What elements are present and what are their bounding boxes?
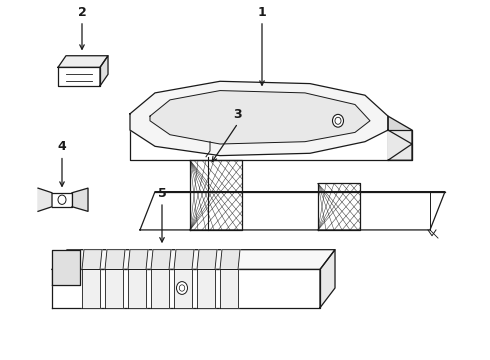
Polygon shape bbox=[151, 250, 171, 269]
Polygon shape bbox=[130, 81, 388, 156]
Polygon shape bbox=[72, 188, 88, 211]
Polygon shape bbox=[105, 269, 123, 308]
Polygon shape bbox=[52, 250, 335, 269]
Polygon shape bbox=[58, 56, 108, 67]
Polygon shape bbox=[52, 193, 72, 207]
Polygon shape bbox=[82, 250, 102, 269]
Polygon shape bbox=[388, 130, 412, 160]
Polygon shape bbox=[220, 269, 238, 308]
Polygon shape bbox=[150, 91, 370, 144]
Polygon shape bbox=[105, 250, 125, 269]
Polygon shape bbox=[130, 130, 388, 160]
Polygon shape bbox=[197, 250, 217, 269]
Text: 3: 3 bbox=[234, 108, 243, 121]
Polygon shape bbox=[38, 188, 52, 211]
Circle shape bbox=[333, 114, 343, 127]
Polygon shape bbox=[128, 269, 146, 308]
Polygon shape bbox=[220, 250, 240, 269]
Text: 1: 1 bbox=[258, 6, 267, 19]
Polygon shape bbox=[52, 269, 320, 308]
Text: 5: 5 bbox=[158, 187, 167, 200]
Polygon shape bbox=[52, 250, 80, 284]
Polygon shape bbox=[174, 269, 192, 308]
Polygon shape bbox=[128, 250, 148, 269]
Polygon shape bbox=[174, 250, 194, 269]
Polygon shape bbox=[151, 269, 169, 308]
Polygon shape bbox=[388, 144, 412, 160]
Circle shape bbox=[176, 282, 188, 294]
Polygon shape bbox=[320, 250, 335, 308]
Polygon shape bbox=[197, 269, 215, 308]
Text: 2: 2 bbox=[77, 6, 86, 19]
Text: 4: 4 bbox=[58, 140, 66, 153]
Polygon shape bbox=[82, 269, 100, 308]
Polygon shape bbox=[100, 56, 108, 86]
Polygon shape bbox=[140, 192, 445, 230]
Polygon shape bbox=[388, 116, 412, 144]
Polygon shape bbox=[58, 67, 100, 86]
